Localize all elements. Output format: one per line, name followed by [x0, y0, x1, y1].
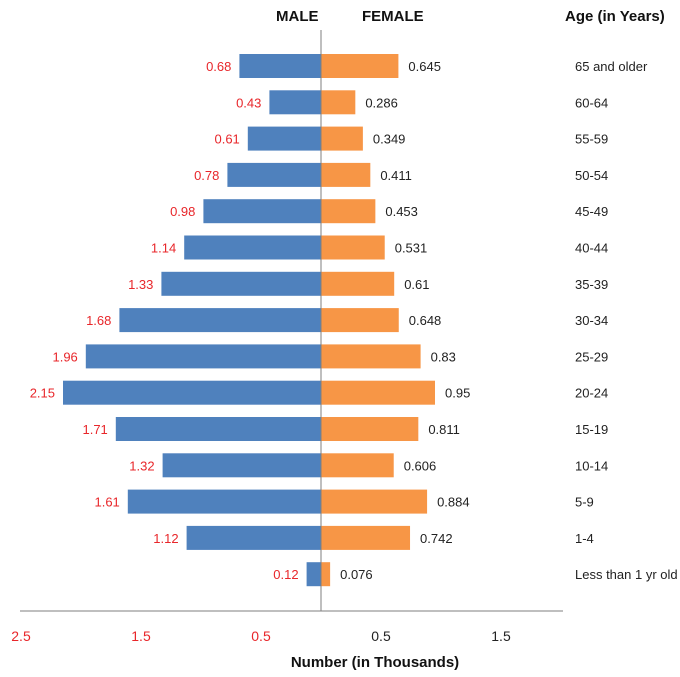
- age-category-label: 65 and older: [575, 59, 648, 74]
- x-tick-label: 1.5: [131, 628, 151, 644]
- female-value-label: 0.076: [340, 567, 373, 582]
- female-bar: [321, 126, 363, 151]
- male-bar: [127, 489, 321, 514]
- male-bar: [239, 54, 321, 78]
- female-bar: [321, 162, 371, 187]
- male-value-label: 0.43: [236, 95, 261, 110]
- female-value-label: 0.95: [445, 386, 470, 401]
- female-value-label: 0.606: [404, 458, 437, 473]
- male-value-label: 0.78: [194, 168, 219, 183]
- male-bar: [269, 90, 321, 115]
- male-bar: [306, 562, 321, 587]
- female-bar: [321, 235, 385, 260]
- female-bar: [321, 525, 411, 550]
- male-value-label: 1.71: [82, 422, 107, 437]
- x-tick-label: 0.5: [251, 628, 271, 644]
- age-column-header: Age (in Years): [565, 8, 665, 25]
- male-bar: [85, 344, 321, 369]
- male-value-label: 0.12: [273, 567, 298, 582]
- male-bar: [162, 453, 321, 478]
- x-tick-label: 2.5: [11, 628, 31, 644]
- male-value-label: 1.32: [129, 458, 154, 473]
- female-value-label: 0.411: [380, 168, 412, 183]
- female-bar: [321, 199, 376, 224]
- female-value-label: 0.645: [408, 59, 441, 74]
- age-category-label: 55-59: [575, 132, 608, 147]
- age-category-label: 60-64: [575, 95, 608, 110]
- female-value-label: 0.349: [373, 132, 406, 147]
- female-bar: [321, 380, 435, 405]
- female-value-label: 0.531: [395, 241, 428, 256]
- age-category-label: 50-54: [575, 168, 608, 183]
- x-axis-title-text: Number (in Thousands): [290, 654, 460, 671]
- male-value-label: 1.12: [153, 531, 178, 546]
- male-value-label: 1.96: [52, 349, 77, 364]
- male-bar: [186, 525, 321, 550]
- male-bar: [119, 308, 322, 333]
- age-category-label: 5-9: [575, 495, 594, 510]
- female-value-label: 0.83: [431, 349, 456, 364]
- female-value-label: 0.742: [420, 531, 453, 546]
- female-bar: [321, 271, 395, 296]
- x-axis-title: Number (in Thousands): [0, 654, 680, 671]
- male-bar: [227, 162, 321, 187]
- male-bar: [115, 417, 321, 441]
- x-tick-label: 0.5: [371, 628, 391, 644]
- female-bar: [321, 417, 419, 441]
- male-value-label: 1.68: [86, 313, 111, 328]
- age-category-label: 1-4: [575, 531, 594, 546]
- female-bar: [321, 54, 399, 78]
- female-bar: [321, 453, 394, 478]
- female-bar: [321, 562, 331, 587]
- female-value-label: 0.286: [365, 95, 398, 110]
- male-header: MALE: [276, 8, 319, 25]
- female-value-label: 0.884: [437, 495, 470, 510]
- female-bar: [321, 344, 421, 369]
- female-value-label: 0.648: [409, 313, 442, 328]
- female-value-label: 0.811: [428, 422, 460, 437]
- male-value-label: 0.98: [170, 204, 195, 219]
- female-bar: [321, 90, 356, 115]
- male-bar: [161, 271, 321, 296]
- age-category-label: 45-49: [575, 204, 608, 219]
- age-category-label: 15-19: [575, 422, 608, 437]
- age-category-label: 20-24: [575, 386, 608, 401]
- x-tick-label: 1.5: [491, 628, 511, 644]
- male-value-label: 1.14: [151, 241, 176, 256]
- age-category-label: 10-14: [575, 458, 608, 473]
- male-bar: [184, 235, 321, 260]
- age-category-label: 40-44: [575, 241, 608, 256]
- female-header: FEMALE: [362, 8, 424, 25]
- male-bar: [63, 380, 321, 405]
- male-value-label: 1.61: [94, 495, 119, 510]
- age-category-label: 30-34: [575, 313, 608, 328]
- age-category-label: 25-29: [575, 349, 608, 364]
- male-value-label: 0.68: [206, 59, 231, 74]
- age-category-label: 35-39: [575, 277, 608, 292]
- male-bar: [203, 199, 321, 224]
- age-category-label: Less than 1 yr old: [575, 567, 678, 582]
- female-bar: [321, 489, 428, 514]
- male-bar: [247, 126, 321, 151]
- male-value-label: 0.61: [214, 132, 239, 147]
- female-bar: [321, 308, 399, 333]
- female-value-label: 0.61: [404, 277, 429, 292]
- male-value-label: 1.33: [128, 277, 153, 292]
- female-value-label: 0.453: [385, 204, 418, 219]
- male-value-label: 2.15: [30, 386, 55, 401]
